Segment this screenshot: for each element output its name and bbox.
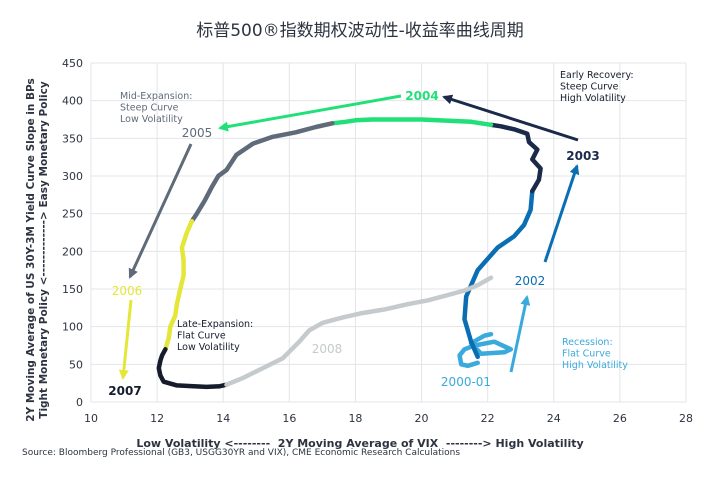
arrow-2003 [442, 94, 579, 142]
x-tick-label: 28 [679, 412, 693, 425]
annotation-recession: Recession: Flat Curve High Volatility [562, 337, 628, 371]
series-label-2003: 2003 [566, 149, 599, 163]
annotation-line: High Volatility [562, 360, 628, 371]
y-tick-label: 0 [76, 396, 83, 409]
annotation-late-expansion: Late-Expansion: Flat Curve Low Volatility [177, 319, 253, 353]
y-tick-label: 150 [62, 283, 83, 296]
x-tick-label: 22 [481, 412, 495, 425]
annotation-line: Early Recovery: [560, 70, 634, 81]
y-tick-labels: 0 50 100 150 200 250 300 350 400 450 [62, 57, 83, 409]
source-note: Source: Bloomberg Professional (GB3, USG… [22, 448, 460, 458]
x-tick-label: 14 [216, 412, 230, 425]
series-label-2008: 2008 [312, 342, 343, 356]
series-label-2006: 2006 [112, 284, 143, 298]
x-tick-label: 24 [547, 412, 561, 425]
annotation-line: Flat Curve [177, 331, 226, 342]
annotation-line: Late-Expansion: [177, 319, 253, 330]
x-tick-label: 10 [84, 412, 98, 425]
annotation-early-recovery: Early Recovery: Steep Curve High Volatilit… [560, 70, 634, 104]
series-label-2004: 2004 [405, 89, 438, 103]
series-line-2002 [462, 188, 535, 360]
series-line-2000-01 [457, 331, 514, 369]
x-tick-label: 26 [613, 412, 627, 425]
annotation-line: Low Volatility [120, 114, 183, 125]
series-label-2005: 2005 [182, 126, 213, 140]
annotation-line: Steep Curve [560, 82, 619, 93]
y-tick-label: 450 [62, 57, 83, 70]
y-tick-label: 200 [62, 245, 83, 258]
y-axis-label-line2: Tight Monetary Policy <-------------> Ea… [38, 81, 50, 419]
y-tick-label: 350 [62, 132, 83, 145]
series-line-2005 [189, 121, 335, 224]
y-axis-label-line1: 2Y Moving Average of US 30Y-3M Yield Cur… [25, 78, 37, 421]
annotation-line: High Volatility [560, 93, 626, 104]
annotation-line: Mid-Expansion: [120, 91, 192, 102]
annotation-line: Steep Curve [120, 103, 179, 114]
arrow-2002 [543, 164, 580, 263]
series-line-2006 [163, 218, 195, 352]
x-tick-label: 16 [282, 412, 296, 425]
x-tick-labels: 10 12 14 16 18 20 22 24 26 28 [84, 412, 693, 425]
arrow-2005 [128, 143, 193, 279]
annotation-line: Low Volatility [177, 342, 240, 353]
x-tick-label: 20 [415, 412, 429, 425]
annotation-line: Flat Curve [562, 349, 611, 360]
arrow-2006 [118, 299, 133, 380]
series-label-2007: 2007 [108, 384, 141, 398]
x-axis-label: Low Volatility <-------- 2Y Moving Avera… [136, 437, 583, 450]
x-tick-label: 18 [348, 412, 362, 425]
series-labels: 2000-01 2002 2003 2004 2005 2006 2007 2008 [108, 89, 599, 398]
series-line-2007 [156, 347, 229, 390]
y-tick-label: 250 [62, 208, 83, 221]
series-label-2002: 2002 [515, 274, 546, 288]
y-tick-label: 100 [62, 321, 83, 334]
cycle-arrows [118, 94, 580, 380]
annotation-line: Recession: [562, 337, 613, 348]
series-label-2000-01: 2000-01 [441, 375, 491, 389]
y-tick-label: 400 [62, 95, 83, 108]
x-tick-label: 12 [150, 412, 164, 425]
series-layer [156, 117, 543, 390]
y-tick-label: 50 [69, 358, 83, 371]
series-line-2008 [224, 275, 494, 387]
chart-title: 标普500®指数期权波动性-收益率曲线周期 [196, 21, 524, 41]
annotation-mid-expansion: Mid-Expansion: Steep Curve Low Volatility [120, 91, 192, 125]
series-line-2003 [488, 122, 543, 194]
phase-annotations: Mid-Expansion: Steep Curve Low VolatilityE… [120, 70, 634, 371]
series-line-2004 [330, 117, 494, 128]
arrow-2000-01 [509, 295, 531, 373]
y-tick-label: 300 [62, 170, 83, 183]
arrow-2004 [218, 94, 402, 132]
